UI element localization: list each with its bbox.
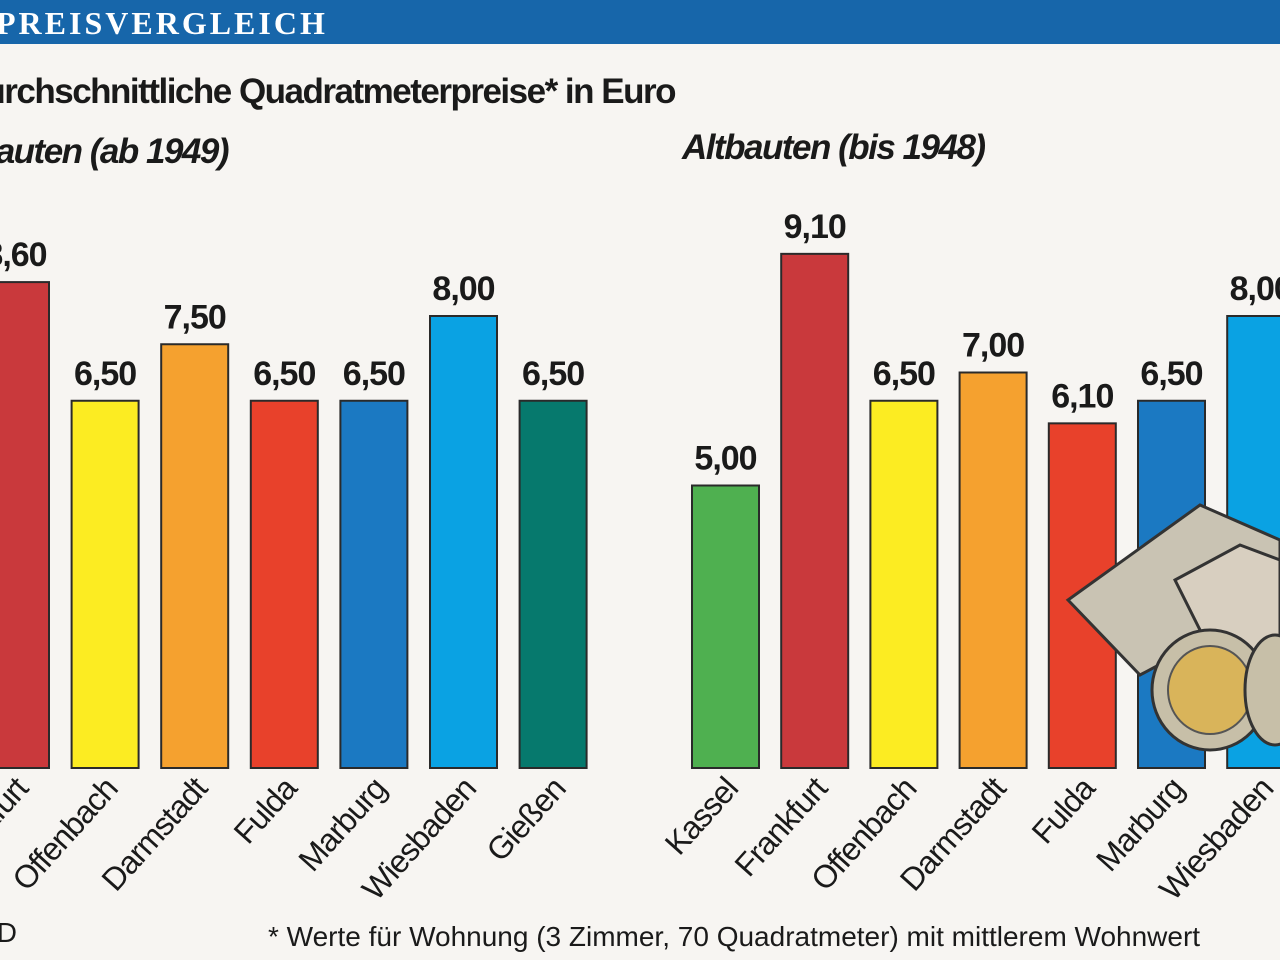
bar <box>518 399 588 769</box>
bar <box>429 315 498 769</box>
bars: 8,60Frankfurt6,50Offenbach7,50Darmstadt6… <box>0 208 1280 907</box>
value-label: 6,50 <box>522 355 584 393</box>
subtitle: Durchschnittliche Quadratmeterpreise* in… <box>0 72 676 111</box>
header-bar <box>0 0 1280 44</box>
coin <box>1243 633 1280 747</box>
value-label: 6,50 <box>1140 355 1202 393</box>
value-label: 6,50 <box>74 355 136 393</box>
value-label: 8,60 <box>0 236 47 274</box>
bar <box>691 484 760 769</box>
bar <box>869 399 939 769</box>
banknotes <box>1065 503 1280 677</box>
x-tick-label: Fulda <box>1025 770 1103 851</box>
source: D <box>0 917 17 948</box>
bar <box>339 399 409 769</box>
x-tick-label: Kassel <box>658 771 745 862</box>
bar <box>160 343 230 769</box>
value-label: 6,50 <box>873 355 935 393</box>
value-label: 8,00 <box>1230 270 1280 308</box>
bar <box>958 371 1028 769</box>
bar <box>780 252 850 770</box>
value-label: 6,10 <box>1051 377 1113 415</box>
decoration <box>1065 503 1280 752</box>
x-tick-label: Fulda <box>227 770 305 851</box>
value-label: 8,00 <box>432 270 494 308</box>
value-label: 7,50 <box>164 298 226 336</box>
chart-title: Neubauten (ab 1949) <box>0 132 229 171</box>
bar <box>0 281 50 769</box>
bar <box>249 399 319 769</box>
chart-title: Altbauten (bis 1948) <box>681 128 985 167</box>
value-label: 6,50 <box>343 355 405 393</box>
value-label: 9,10 <box>784 208 846 246</box>
footnote: * Werte für Wohnung (3 Zimmer, 70 Quadra… <box>268 921 1200 952</box>
x-tick-label: Gießen <box>479 771 572 869</box>
value-label: 5,00 <box>694 440 756 478</box>
bar <box>70 399 140 769</box>
coin <box>1167 645 1253 735</box>
header-title: PREISVERGLEICH <box>0 5 328 41</box>
value-label: 6,50 <box>253 355 315 393</box>
value-label: 7,00 <box>962 327 1024 365</box>
